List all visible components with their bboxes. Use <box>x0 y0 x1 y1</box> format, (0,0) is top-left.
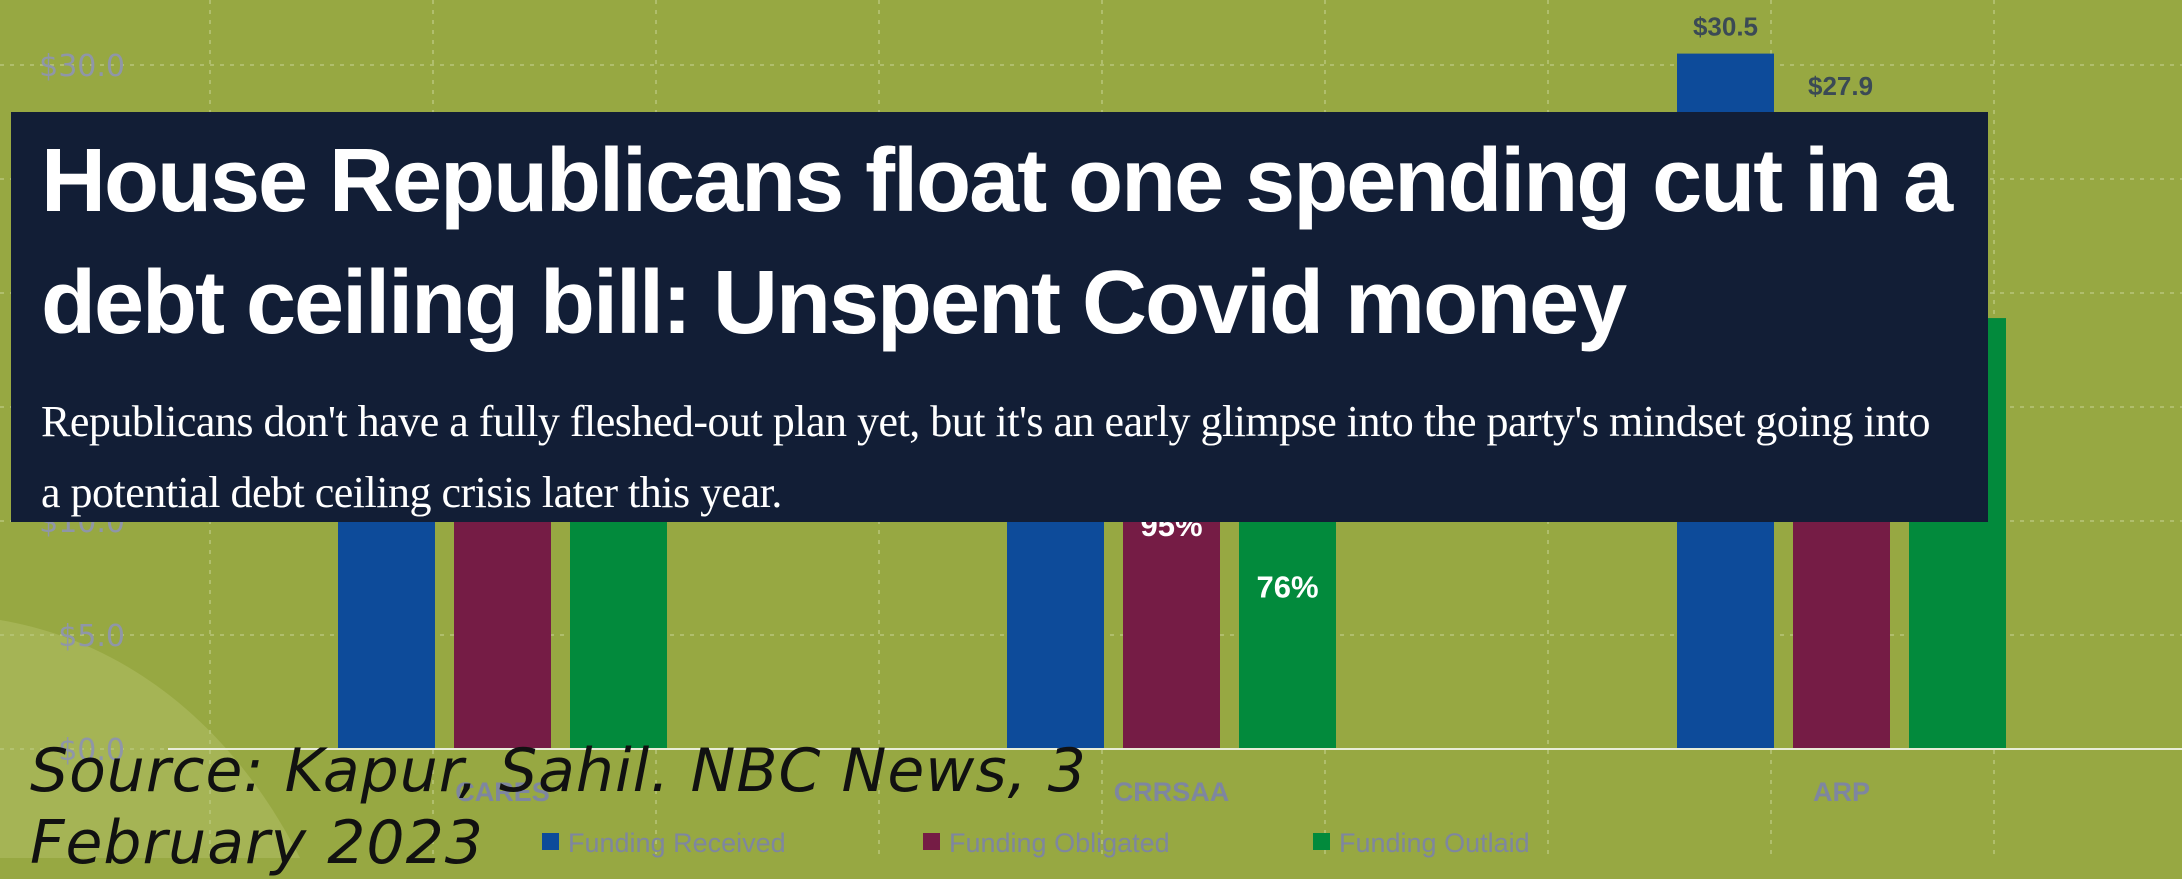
decorative-arc <box>0 620 300 858</box>
y-tick-label: $30.0 <box>39 49 125 84</box>
x-category-label: ARP <box>1813 777 1870 807</box>
headline-card: House Republicans float one spending cut… <box>11 112 1988 522</box>
legend: Funding Received Funding Obligated Funding… <box>542 828 1530 858</box>
x-category-label: CARES <box>455 777 550 807</box>
data-label: $30.5 <box>1693 12 1758 42</box>
y-tick-label: $5.0 <box>58 619 125 654</box>
legend-swatch <box>542 833 559 850</box>
x-category-label: CRRSAA <box>1114 777 1230 807</box>
legend-label: Funding Received <box>568 828 786 858</box>
headline-subtitle: Republicans don't have a fully fleshed-o… <box>41 397 1930 517</box>
legend-swatch <box>923 833 940 850</box>
headline-title: House Republicans float one spending cut… <box>41 131 1953 353</box>
source-note: Source: Kapur, Sahil. NBC News, 3 Februa… <box>30 736 1087 878</box>
data-label: $27.9 <box>1808 71 1873 101</box>
legend-label: Funding Outlaid <box>1339 828 1530 858</box>
legend-swatch <box>1313 833 1330 850</box>
legend-label: Funding Obligated <box>949 828 1170 858</box>
percent-label: 76% <box>1256 569 1318 604</box>
y-tick-label: $0.0 <box>58 733 125 768</box>
bar-funding-outlaid <box>1239 507 1336 749</box>
